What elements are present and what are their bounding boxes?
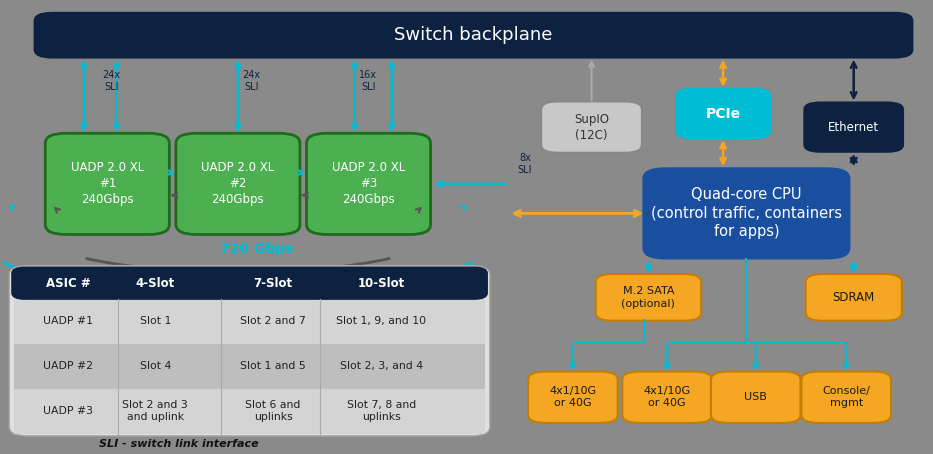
Text: Quad-core CPU
(control traffic, containers
for apps): Quad-core CPU (control traffic, containe… xyxy=(651,188,842,239)
FancyBboxPatch shape xyxy=(642,168,851,260)
Text: 24x
SLI: 24x SLI xyxy=(103,70,120,92)
Text: Console/
mgmt: Console/ mgmt xyxy=(822,386,870,409)
Text: Slot 4: Slot 4 xyxy=(140,361,171,371)
Text: UADP 2.0 XL
#2
240Gbps: UADP 2.0 XL #2 240Gbps xyxy=(202,161,274,207)
FancyBboxPatch shape xyxy=(14,344,485,389)
Text: 40G: 40G xyxy=(397,42,418,52)
Text: UADP #3: UADP #3 xyxy=(43,406,93,416)
Text: 7-Slot: 7-Slot xyxy=(254,276,293,290)
Text: UADP #2: UADP #2 xyxy=(43,361,93,371)
FancyBboxPatch shape xyxy=(306,133,430,234)
FancyBboxPatch shape xyxy=(9,266,490,436)
Text: Slot 2 and 7: Slot 2 and 7 xyxy=(241,316,306,326)
Text: 10-Slot: 10-Slot xyxy=(358,276,405,290)
Text: Slot 6 and
uplinks: Slot 6 and uplinks xyxy=(245,400,300,422)
Text: SupIO
(12C): SupIO (12C) xyxy=(574,113,609,142)
Text: Ethernet: Ethernet xyxy=(829,121,879,133)
FancyBboxPatch shape xyxy=(622,371,712,423)
Text: Slot 1 and 5: Slot 1 and 5 xyxy=(241,361,306,371)
Text: Slot 1: Slot 1 xyxy=(140,316,171,326)
Text: UADP #1: UADP #1 xyxy=(43,316,93,326)
FancyBboxPatch shape xyxy=(45,133,170,234)
FancyBboxPatch shape xyxy=(595,274,702,321)
Text: Slot 2 and 3
and uplink: Slot 2 and 3 and uplink xyxy=(122,400,188,422)
FancyBboxPatch shape xyxy=(528,371,618,423)
FancyBboxPatch shape xyxy=(711,371,801,423)
Text: 8x
SLI: 8x SLI xyxy=(518,153,533,175)
FancyBboxPatch shape xyxy=(806,274,901,321)
Text: 240G: 240G xyxy=(49,42,77,52)
Text: PCIe: PCIe xyxy=(705,107,741,120)
FancyBboxPatch shape xyxy=(11,266,488,300)
Text: SDRAM: SDRAM xyxy=(832,291,875,304)
Text: Slot 7, 8 and
uplinks: Slot 7, 8 and uplinks xyxy=(347,400,416,422)
FancyBboxPatch shape xyxy=(541,101,642,153)
Text: 4-Slot: 4-Slot xyxy=(135,276,175,290)
Text: 720 Gbps: 720 Gbps xyxy=(220,242,293,256)
FancyBboxPatch shape xyxy=(801,371,891,423)
Text: ASIC #: ASIC # xyxy=(46,276,91,290)
Text: SLI - switch link interface: SLI - switch link interface xyxy=(99,439,258,449)
Text: 16x
SLI: 16x SLI xyxy=(359,70,377,92)
FancyBboxPatch shape xyxy=(675,88,771,139)
Text: Switch backplane: Switch backplane xyxy=(395,26,552,44)
FancyBboxPatch shape xyxy=(175,133,300,234)
FancyBboxPatch shape xyxy=(14,299,485,344)
Text: Slot 2, 3, and 4: Slot 2, 3, and 4 xyxy=(340,361,423,371)
FancyBboxPatch shape xyxy=(14,389,485,434)
Text: 4x1/10G
or 40G: 4x1/10G or 40G xyxy=(550,386,596,409)
Text: 24x
SLI: 24x SLI xyxy=(243,70,260,92)
Text: UADP 2.0 XL
#3
240Gbps: UADP 2.0 XL #3 240Gbps xyxy=(332,161,405,207)
Text: USB: USB xyxy=(745,392,767,402)
Text: 4x1/10G
or 40G: 4x1/10G or 40G xyxy=(644,386,690,409)
Text: Slot 1, 9, and 10: Slot 1, 9, and 10 xyxy=(337,316,426,326)
Text: UADP 2.0 XL
#1
240Gbps: UADP 2.0 XL #1 240Gbps xyxy=(71,161,144,207)
FancyBboxPatch shape xyxy=(803,101,904,153)
FancyBboxPatch shape xyxy=(34,12,913,59)
Text: M.2 SATA
(optional): M.2 SATA (optional) xyxy=(621,286,675,309)
